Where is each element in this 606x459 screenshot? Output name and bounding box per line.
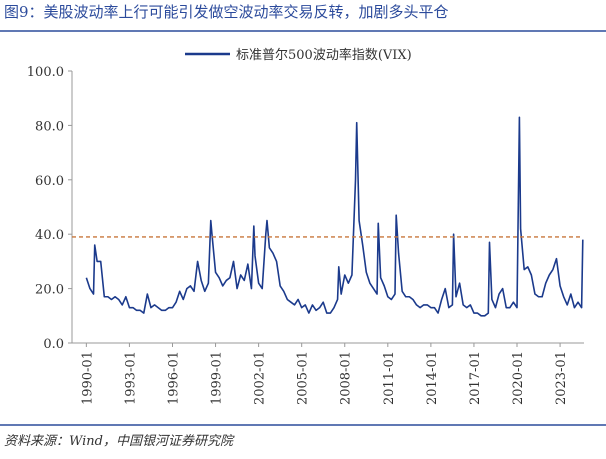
x-tick-label: 2020-01 <box>511 351 526 405</box>
x-tick-label: 2011-01 <box>382 351 397 405</box>
chart-title: 图9：美股波动率上行可能引发做空波动率交易反转，加剧多头平仓 <box>4 3 449 21</box>
y-tick-label: 100.0 <box>27 65 64 80</box>
legend-label: 标准普尔500波动率指数(VIX) <box>236 47 412 63</box>
x-tick-label: 2023-01 <box>554 351 569 405</box>
vix-line <box>85 116 584 317</box>
x-tick-label: 1990-01 <box>80 351 95 405</box>
x-tick-label: 1999-01 <box>210 351 225 405</box>
y-tick-label: 60.0 <box>35 174 64 189</box>
x-tick-label: 2005-01 <box>296 351 311 405</box>
x-tick-label: 1996-01 <box>166 351 181 405</box>
x-tick-label: 2008-01 <box>339 351 354 405</box>
x-tick-label: 2002-01 <box>253 351 268 405</box>
x-tick-label: 1993-01 <box>123 351 138 405</box>
x-tick-label: 2017-01 <box>468 351 483 405</box>
y-tick-label: 0.0 <box>43 337 64 352</box>
y-tick-label: 40.0 <box>35 228 64 243</box>
y-tick-label: 80.0 <box>35 119 64 134</box>
y-tick-label: 20.0 <box>35 283 64 298</box>
x-tick-label: 2014-01 <box>425 351 440 405</box>
source-note: 资料来源：Wind，中国银河证券研究院 <box>4 433 235 449</box>
